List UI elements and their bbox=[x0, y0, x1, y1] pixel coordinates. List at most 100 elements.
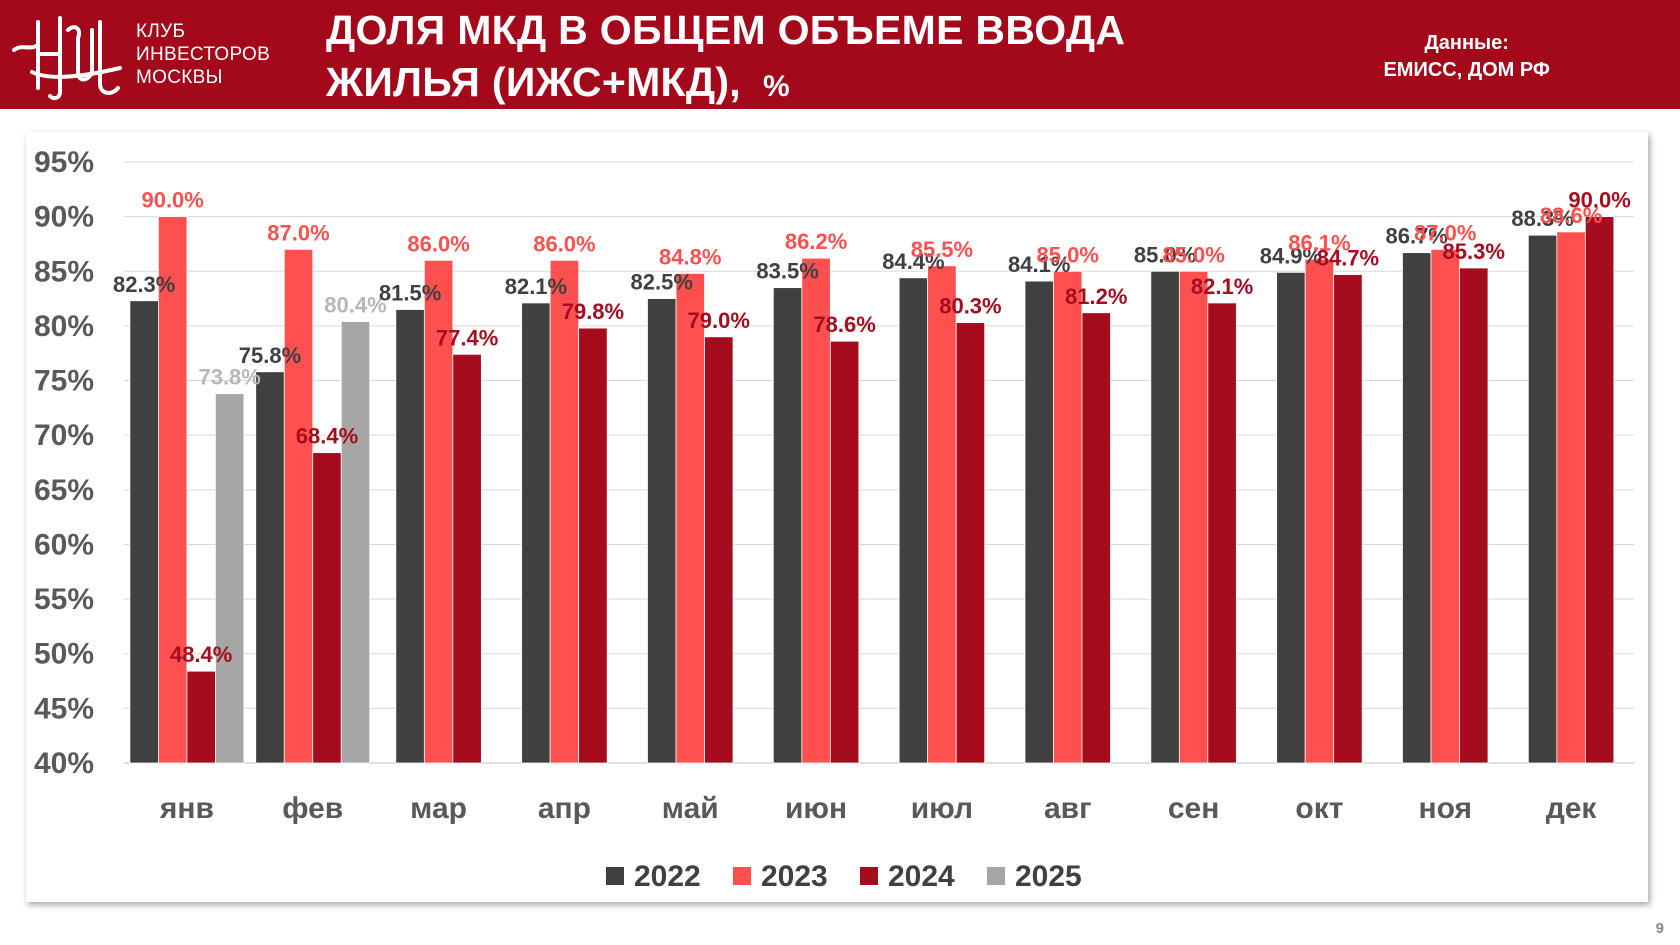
bar-2023-июн bbox=[801, 257, 831, 764]
data-label-2024-ноя: 85.3% bbox=[1443, 239, 1505, 264]
bar-2022-июн bbox=[772, 287, 803, 764]
data-source: Данные: ЕМИСС, ДОМ РФ bbox=[1383, 30, 1550, 84]
x-tick-label: май bbox=[662, 792, 719, 825]
bar-2023-авг bbox=[1053, 270, 1083, 764]
legend-label-2025: 2025 bbox=[1015, 860, 1082, 893]
chart-panel: 40% 45% 50% 55% 60% 65% 70% 75% 80% 85% 90% 95% 82.3… bbox=[26, 132, 1648, 902]
x-tick-label: янв bbox=[159, 792, 214, 825]
x-tick-label: июн bbox=[785, 792, 847, 825]
data-label-2024-мар: 77.4% bbox=[436, 325, 498, 350]
data-source-label: Данные: bbox=[1424, 32, 1509, 54]
x-tick-label: фев bbox=[282, 792, 343, 825]
bar-2022-окт bbox=[1276, 271, 1306, 764]
data-label-2024-фев: 68.4% bbox=[296, 424, 358, 449]
bar-2022-мар bbox=[395, 309, 425, 764]
legend-label-2023: 2023 bbox=[761, 860, 828, 893]
data-label-2025-фев: 80.4% bbox=[324, 293, 386, 318]
bar-2023-мар bbox=[423, 259, 454, 764]
data-label-2023-июн: 86.2% bbox=[785, 229, 847, 254]
club-name-line-2: ИНВЕСТОРОВ bbox=[136, 44, 271, 65]
club-name: КЛУБ ИНВЕСТОРОВ МОСКВЫ bbox=[136, 20, 270, 89]
slide-title-line-2: ЖИЛЬЯ (ИЖС+МКД),% bbox=[326, 56, 1125, 113]
data-label-2024-апр: 79.8% bbox=[562, 299, 624, 324]
bar-2024-май bbox=[704, 336, 734, 764]
bar-2022-янв bbox=[129, 300, 159, 764]
legend-swatch-2025 bbox=[987, 867, 1005, 885]
data-label-2023-апр: 86.0% bbox=[533, 231, 595, 256]
bar-2024-авг bbox=[1081, 312, 1111, 764]
bar-2023-май bbox=[675, 273, 705, 764]
slide-title: ДОЛЯ МКД В ОБЩЕМ ОБЪЕМЕ ВВОДА ЖИЛЬЯ (ИЖС… bbox=[326, 4, 1125, 113]
slide-title-line-1: ДОЛЯ МКД В ОБЩЕМ ОБЪЕМЕ ВВОДА bbox=[326, 7, 1126, 53]
data-label-2022-май: 82.5% bbox=[631, 270, 693, 295]
bar-2025-янв bbox=[215, 393, 245, 764]
bar-2024-сен bbox=[1207, 302, 1237, 764]
y-tick-label: 50% bbox=[34, 638, 94, 671]
bar-2024-дек bbox=[1584, 216, 1615, 764]
bar-2024-июн bbox=[829, 340, 860, 764]
y-tick-label: 60% bbox=[34, 528, 94, 561]
data-label-2022-янв: 82.3% bbox=[113, 272, 175, 297]
bar-2023-сен bbox=[1178, 270, 1209, 764]
data-label-2022-дек: 88.3% bbox=[1511, 206, 1573, 231]
y-tick-label: 45% bbox=[34, 692, 94, 725]
data-label-2022-июл: 84.4% bbox=[882, 249, 944, 274]
data-label-2023-фев: 87.0% bbox=[267, 220, 329, 245]
data-label-2023-май: 84.8% bbox=[659, 244, 721, 269]
x-tick-label: июл bbox=[911, 792, 973, 825]
x-tick-label: окт bbox=[1295, 792, 1343, 825]
bar-2023-апр bbox=[549, 259, 580, 764]
data-label-2022-фев: 75.8% bbox=[239, 343, 301, 368]
bar-2022-июл bbox=[898, 277, 929, 764]
y-tick-label: 85% bbox=[34, 255, 94, 288]
y-tick-label: 90% bbox=[34, 201, 94, 234]
bar-2023-ноя bbox=[1430, 249, 1460, 764]
bar-2022-май bbox=[647, 298, 677, 764]
data-label-2023-мар: 86.0% bbox=[407, 231, 469, 256]
page-number: 9 bbox=[1655, 920, 1664, 937]
data-label-2022-мар: 81.5% bbox=[379, 281, 441, 306]
x-tick-label: авг bbox=[1044, 792, 1092, 825]
data-label-2025-янв: 73.8% bbox=[198, 365, 260, 390]
data-label-2023-дек: 88.6% bbox=[1540, 203, 1602, 228]
bar-2024-мар bbox=[452, 353, 482, 764]
data-label-2022-сен: 85.0% bbox=[1134, 242, 1196, 267]
data-label-2024-дек: 90.0% bbox=[1568, 188, 1630, 213]
bar-2024-янв bbox=[186, 670, 216, 764]
data-label-2023-янв: 90.0% bbox=[141, 188, 203, 213]
y-tick-label: 75% bbox=[34, 365, 94, 398]
y-tick-label: 70% bbox=[34, 419, 94, 452]
bar-2023-июл bbox=[927, 265, 957, 764]
club-name-line-1: КЛУБ bbox=[136, 21, 186, 42]
y-tick-label: 40% bbox=[34, 747, 94, 780]
bar-2023-дек bbox=[1556, 231, 1586, 764]
slide-title-unit: % bbox=[763, 70, 790, 103]
data-label-2024-янв: 48.4% bbox=[170, 642, 232, 667]
data-label-2024-окт: 84.7% bbox=[1317, 246, 1379, 271]
legend-swatch-2024 bbox=[860, 867, 878, 885]
data-label-2022-апр: 82.1% bbox=[505, 274, 567, 299]
data-label-2024-сен: 82.1% bbox=[1191, 274, 1253, 299]
data-label-2024-июн: 78.6% bbox=[813, 312, 875, 337]
bar-2025-фев bbox=[340, 321, 371, 764]
bar-2023-фев bbox=[283, 249, 314, 764]
bar-2022-ноя bbox=[1402, 252, 1432, 764]
x-tick-label: ноя bbox=[1418, 792, 1472, 825]
data-label-2023-июл: 85.5% bbox=[911, 237, 973, 262]
slide-title-line-2-text: ЖИЛЬЯ (ИЖС+МКД), bbox=[326, 59, 741, 105]
bar-2022-фев bbox=[255, 371, 285, 764]
data-label-2023-сен: 85.0% bbox=[1162, 242, 1224, 267]
data-label-2024-май: 79.0% bbox=[688, 308, 750, 333]
bar-2024-июл bbox=[955, 322, 986, 764]
data-label-2023-окт: 86.1% bbox=[1288, 230, 1350, 255]
legend-swatch-2023 bbox=[733, 867, 751, 885]
x-tick-label: дек bbox=[1546, 792, 1598, 825]
y-tick-label: 55% bbox=[34, 583, 94, 616]
bar-2024-апр bbox=[578, 327, 608, 764]
x-tick-label: мар bbox=[410, 792, 467, 825]
bar-2022-апр bbox=[521, 302, 551, 764]
data-label-2023-авг: 85.0% bbox=[1037, 242, 1099, 267]
bar-2023-окт bbox=[1304, 258, 1335, 764]
data-label-2024-июл: 80.3% bbox=[939, 294, 1001, 319]
bar-2024-фев bbox=[312, 452, 342, 764]
